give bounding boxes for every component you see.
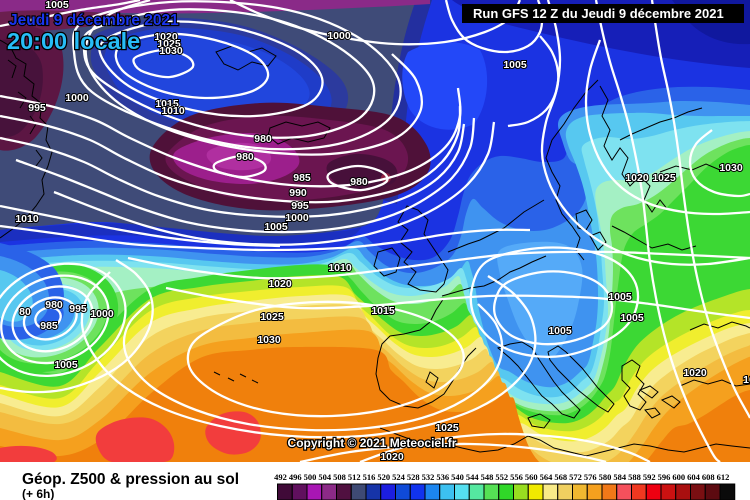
- svg-text:556: 556: [510, 472, 523, 482]
- svg-text:608: 608: [702, 472, 715, 482]
- svg-text:1025: 1025: [260, 311, 284, 323]
- svg-text:560: 560: [525, 472, 538, 482]
- svg-text:1005: 1005: [54, 359, 78, 371]
- svg-text:552: 552: [495, 472, 508, 482]
- svg-text:600: 600: [672, 472, 685, 482]
- svg-text:1000: 1000: [90, 308, 114, 320]
- svg-text:(+ 6h): (+ 6h): [22, 487, 54, 500]
- svg-text:568: 568: [554, 472, 567, 482]
- svg-text:980: 980: [236, 151, 254, 163]
- svg-text:596: 596: [658, 472, 671, 482]
- svg-text:1025: 1025: [652, 172, 676, 184]
- svg-text:1020: 1020: [380, 451, 404, 463]
- svg-text:548: 548: [481, 472, 494, 482]
- svg-text:584: 584: [613, 472, 627, 482]
- svg-text:520: 520: [377, 472, 390, 482]
- svg-text:80: 80: [19, 306, 31, 318]
- svg-text:572: 572: [569, 472, 582, 482]
- svg-text:592: 592: [643, 472, 656, 482]
- svg-text:1005: 1005: [608, 291, 632, 303]
- svg-text:1015: 1015: [371, 305, 395, 317]
- svg-text:1005: 1005: [503, 59, 527, 71]
- svg-text:492: 492: [274, 472, 287, 482]
- svg-text:532: 532: [422, 472, 435, 482]
- svg-text:985: 985: [40, 320, 58, 332]
- svg-text:1025: 1025: [435, 422, 459, 434]
- svg-text:540: 540: [451, 472, 464, 482]
- svg-text:Jeudi 9 décembre 2021: Jeudi 9 décembre 2021: [9, 12, 179, 29]
- svg-text:512: 512: [348, 472, 361, 482]
- svg-text:Run GFS 12 Z du Jeudi 9 décemb: Run GFS 12 Z du Jeudi 9 décembre 2021: [473, 6, 724, 21]
- svg-text:980: 980: [45, 299, 63, 311]
- svg-text:990: 990: [289, 187, 307, 199]
- svg-text:604: 604: [687, 472, 701, 482]
- svg-text:1005: 1005: [264, 221, 288, 233]
- svg-text:980: 980: [254, 133, 272, 145]
- svg-text:1020: 1020: [154, 31, 178, 43]
- svg-text:995: 995: [291, 200, 309, 212]
- svg-text:508: 508: [333, 472, 346, 482]
- svg-text:1025: 1025: [157, 38, 181, 50]
- svg-text:1015: 1015: [155, 98, 179, 110]
- svg-text:524: 524: [392, 472, 406, 482]
- svg-text:985: 985: [293, 172, 311, 184]
- svg-text:576: 576: [584, 472, 597, 482]
- svg-text:1030: 1030: [257, 334, 281, 346]
- svg-text:1000: 1000: [65, 92, 89, 104]
- svg-text:980: 980: [350, 176, 368, 188]
- svg-text:1000: 1000: [285, 212, 309, 224]
- svg-text:1010: 1010: [328, 262, 352, 274]
- svg-text:1020: 1020: [625, 172, 649, 184]
- svg-text:10: 10: [743, 374, 750, 386]
- svg-text:1010: 1010: [15, 213, 39, 225]
- svg-text:1005: 1005: [548, 325, 572, 337]
- svg-text:544: 544: [466, 472, 480, 482]
- svg-text:995: 995: [69, 303, 87, 315]
- svg-text:500: 500: [304, 472, 317, 482]
- svg-text:1030: 1030: [719, 162, 743, 174]
- svg-text:564: 564: [540, 472, 554, 482]
- svg-text:496: 496: [289, 472, 302, 482]
- svg-text:1030: 1030: [159, 45, 183, 57]
- svg-text:580: 580: [599, 472, 612, 482]
- svg-text:Copyright © 2021 Meteociel.fr: Copyright © 2021 Meteociel.fr: [288, 436, 457, 450]
- svg-text:612: 612: [717, 472, 730, 482]
- svg-text:995: 995: [28, 102, 46, 114]
- svg-text:1005: 1005: [620, 312, 644, 324]
- svg-text:588: 588: [628, 472, 641, 482]
- svg-text:504: 504: [318, 472, 332, 482]
- svg-text:1000: 1000: [327, 30, 351, 42]
- svg-text:528: 528: [407, 472, 420, 482]
- svg-text:1005: 1005: [45, 0, 69, 11]
- svg-text:1010: 1010: [161, 105, 185, 117]
- svg-text:Géop. Z500 & pression au sol: Géop. Z500 & pression au sol: [22, 471, 239, 488]
- svg-text:536: 536: [436, 472, 449, 482]
- svg-text:1020: 1020: [268, 278, 292, 290]
- svg-text:20:00 locale: 20:00 locale: [7, 28, 140, 54]
- svg-text:1020: 1020: [683, 367, 707, 379]
- svg-text:516: 516: [363, 472, 376, 482]
